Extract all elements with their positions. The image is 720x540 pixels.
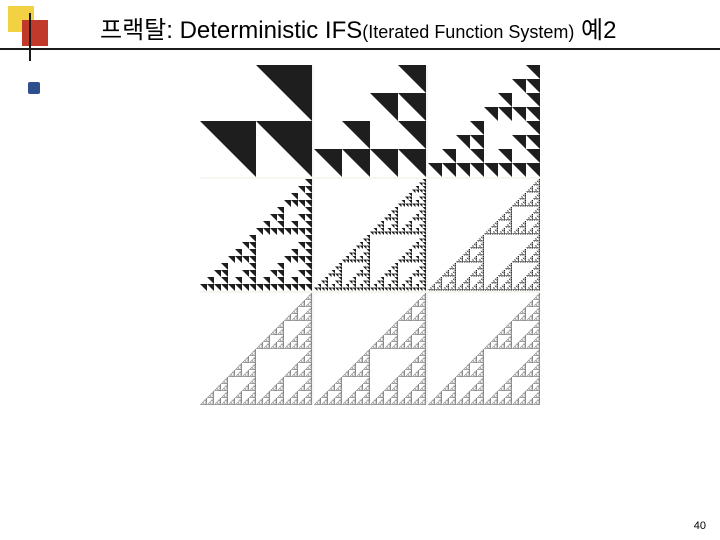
slide-title: 프랙탈: Deterministic IFS(Iterated Function…	[100, 10, 616, 45]
fractal-cell	[428, 179, 540, 291]
fractal-cell	[200, 179, 312, 291]
deco-square-red	[22, 20, 48, 46]
deco-vertical-line	[29, 13, 31, 61]
fractal-cell	[314, 65, 426, 177]
fractal-cell	[428, 65, 540, 177]
title-suffix: 예2	[574, 17, 616, 44]
title-main: 프랙탈: Deterministic IFS	[100, 17, 362, 44]
fractal-cell	[200, 65, 312, 177]
page-number: 40	[694, 520, 706, 532]
title-sub: (Iterated Function System)	[362, 22, 574, 42]
title-underline	[0, 48, 720, 50]
body-bullet-icon	[28, 82, 40, 94]
fractal-figure	[200, 65, 540, 405]
fractal-grid	[200, 65, 540, 405]
fractal-cell	[314, 179, 426, 291]
fractal-cell	[200, 293, 312, 405]
fractal-cell	[428, 293, 540, 405]
fractal-cell	[314, 293, 426, 405]
